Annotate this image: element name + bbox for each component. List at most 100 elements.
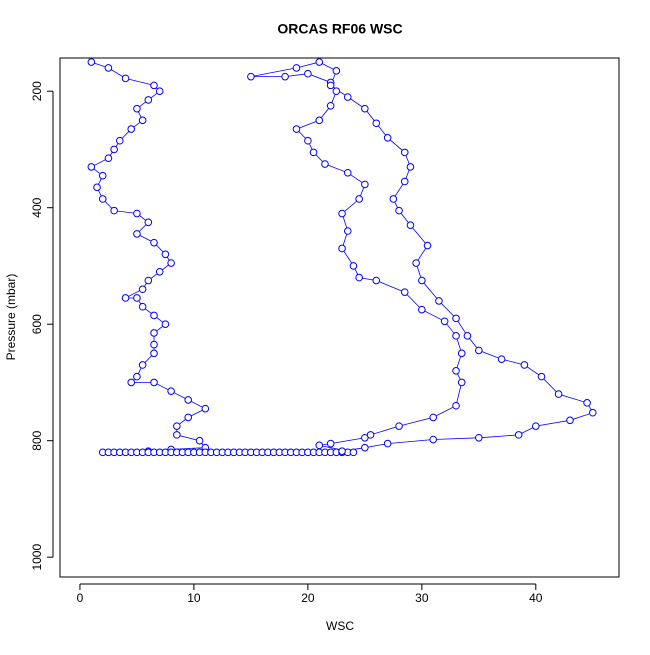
point: [406, 221, 415, 229]
point: [349, 262, 358, 270]
point: [361, 443, 369, 452]
point: [304, 136, 312, 145]
point: [343, 93, 352, 101]
point: [121, 74, 130, 83]
point: [338, 244, 346, 253]
point: [338, 209, 346, 218]
point: [281, 72, 289, 81]
point: [93, 183, 101, 192]
chart-title: ORCAS RF06 WSC: [277, 21, 402, 37]
point: [144, 276, 153, 285]
point: [452, 401, 460, 410]
point: [110, 206, 118, 215]
point: [566, 416, 574, 425]
point: [121, 294, 130, 302]
point: [583, 399, 591, 407]
point: [104, 64, 113, 72]
point: [150, 378, 158, 387]
point: [133, 294, 141, 302]
point: [150, 349, 158, 358]
point: [532, 422, 540, 430]
point: [87, 163, 96, 171]
point: [161, 250, 170, 259]
point: [138, 361, 147, 369]
point: [418, 305, 426, 314]
point: [400, 177, 409, 186]
point: [138, 116, 147, 125]
point: [400, 288, 409, 296]
point: [315, 441, 324, 450]
point: [366, 431, 375, 439]
x-tick-label: 30: [415, 591, 429, 605]
plot-frame: [59, 57, 620, 578]
point: [332, 67, 341, 75]
y-axis-label: Pressure (mbar): [4, 274, 18, 361]
point: [463, 332, 472, 340]
point: [195, 436, 204, 445]
point: [343, 227, 352, 235]
x-tick-label: 0: [77, 591, 84, 605]
point: [429, 435, 438, 444]
point: [355, 195, 363, 203]
point: [361, 104, 369, 113]
point: [412, 259, 420, 267]
point: [315, 58, 324, 66]
point: [161, 320, 170, 328]
point: [167, 387, 175, 395]
point: [133, 230, 141, 238]
point: [588, 408, 597, 417]
point: [326, 439, 335, 448]
point: [110, 145, 118, 154]
point: [150, 311, 158, 320]
x-tick-label: 10: [187, 591, 201, 605]
point: [292, 64, 301, 72]
point: [138, 285, 147, 294]
point: [475, 433, 483, 442]
point: [247, 72, 255, 81]
point: [201, 404, 210, 413]
point: [167, 259, 175, 267]
point: [150, 238, 158, 247]
point: [452, 314, 460, 323]
y-tick-label: 1000: [30, 544, 44, 571]
point: [520, 361, 529, 369]
point: [395, 422, 403, 430]
y-tick-label: 200: [30, 81, 44, 101]
point: [537, 372, 546, 381]
point: [173, 422, 181, 430]
point: [292, 125, 301, 133]
point: [497, 355, 506, 363]
point: [127, 125, 136, 133]
point: [150, 329, 158, 337]
point: [127, 378, 136, 387]
point: [144, 96, 153, 104]
point: [116, 136, 124, 145]
point: [383, 134, 392, 142]
x-tick-label: 20: [301, 591, 315, 605]
point: [452, 332, 460, 340]
point: [104, 154, 113, 162]
point: [150, 340, 158, 349]
y-tick-label: 400: [30, 197, 44, 217]
point: [315, 116, 324, 125]
point: [418, 276, 426, 285]
point: [184, 413, 193, 422]
x-tick-label: 40: [529, 591, 543, 605]
point: [184, 396, 193, 404]
point: [554, 390, 563, 398]
point: [133, 209, 141, 218]
point: [98, 195, 107, 203]
point: [133, 372, 141, 381]
point: [457, 378, 466, 387]
point: [321, 160, 329, 168]
point: [150, 81, 158, 90]
point: [361, 180, 369, 189]
point: [309, 148, 318, 157]
point: [144, 218, 153, 227]
point: [406, 163, 415, 171]
point: [326, 101, 335, 110]
point: [389, 195, 398, 203]
point: [155, 267, 164, 276]
point: [338, 447, 346, 455]
